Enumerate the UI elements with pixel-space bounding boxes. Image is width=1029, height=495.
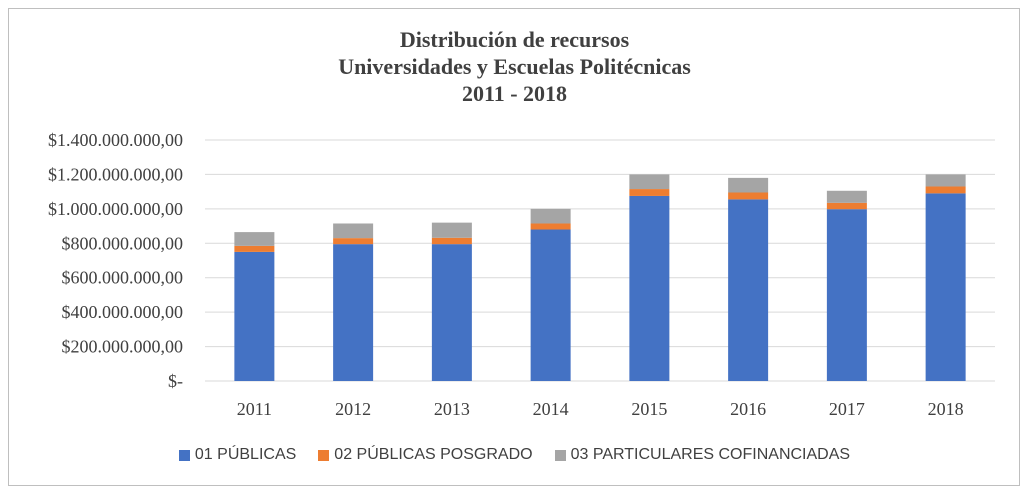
- bar-segment: [728, 177, 769, 193]
- legend-item-publicas: 01 PÚBLICAS: [178, 446, 297, 464]
- bar-segment: [431, 244, 472, 381]
- x-axis-ticks: 2011 2012 2013 2014 2015 2016 2017 2018: [237, 399, 964, 419]
- bar-segment: [728, 199, 769, 381]
- chart-title-line-1: Distribución de recursos: [399, 27, 630, 52]
- bar-segment: [530, 229, 571, 381]
- bar-segment: [333, 244, 374, 381]
- legend-swatch-particulares: [554, 449, 566, 461]
- x-tick-label: 2011: [237, 399, 272, 419]
- x-tick-label: 2017: [829, 399, 865, 419]
- y-tick-label: $600.000.000,00: [62, 268, 184, 288]
- y-axis-ticks: $- $200.000.000,00 $400.000.000,00 $600.000…: [48, 130, 183, 391]
- legend-label-publicas: 01 PÚBLICAS: [194, 446, 297, 463]
- bar-segment: [431, 237, 472, 245]
- chart-title: Distribución de recursos Universidades y…: [0, 26, 1029, 107]
- bar-segment: [530, 223, 571, 230]
- chart-title-line-3: 2011 - 2018: [461, 81, 568, 106]
- legend-item-publicas-posgrado: 02 PÚBLICAS POSGRADO: [318, 446, 533, 464]
- gridlines: [205, 139, 995, 382]
- bar-segment: [234, 251, 275, 381]
- legend-swatch-publicas: [178, 449, 190, 461]
- bar-segment: [333, 223, 374, 239]
- legend-item-particulares: 03 PARTICULARES COFINANCIADAS: [554, 446, 851, 464]
- y-tick-label: $1.400.000.000,00: [48, 130, 183, 150]
- legend-swatch-publicas-posgrado: [318, 449, 330, 461]
- bar-segment: [728, 192, 769, 200]
- bar-segment: [925, 186, 966, 194]
- legend: 01 PÚBLICAS 02 PÚBLICAS POSGRADO 03 PART…: [0, 443, 1029, 467]
- x-tick-label: 2014: [533, 399, 569, 419]
- bar-segment: [333, 238, 374, 245]
- bar-segment: [826, 202, 867, 210]
- y-tick-label: $400.000.000,00: [62, 302, 184, 322]
- x-tick-label: 2015: [631, 399, 667, 419]
- y-tick-label: $-: [168, 371, 183, 391]
- bar-segment: [925, 193, 966, 381]
- bar-segment: [431, 222, 472, 238]
- x-tick-label: 2013: [434, 399, 470, 419]
- y-tick-label: $1.000.000.000,00: [48, 199, 183, 219]
- legend-label-particulares: 03 PARTICULARES COFINANCIADAS: [570, 446, 851, 463]
- y-tick-label: $200.000.000,00: [62, 337, 184, 357]
- x-tick-label: 2018: [928, 399, 964, 419]
- bar-segment: [234, 245, 275, 252]
- chart-title-line-2: Universidades y Escuelas Politécnicas: [338, 54, 691, 79]
- bar-segment: [629, 174, 670, 190]
- bar-segment: [826, 190, 867, 203]
- bar-segment: [826, 209, 867, 381]
- x-tick-label: 2012: [335, 399, 371, 419]
- legend-label-publicas-posgrado: 02 PÚBLICAS POSGRADO: [334, 446, 533, 463]
- x-tick-label: 2016: [730, 399, 766, 419]
- y-tick-label: $1.200.000.000,00: [48, 164, 183, 184]
- bar-segment: [925, 174, 966, 187]
- bar-segment: [629, 195, 670, 381]
- bars: [234, 174, 966, 381]
- bar-segment: [530, 208, 571, 224]
- y-tick-label: $800.000.000,00: [62, 233, 184, 253]
- bar-segment: [629, 189, 670, 196]
- bar-segment: [234, 232, 275, 246]
